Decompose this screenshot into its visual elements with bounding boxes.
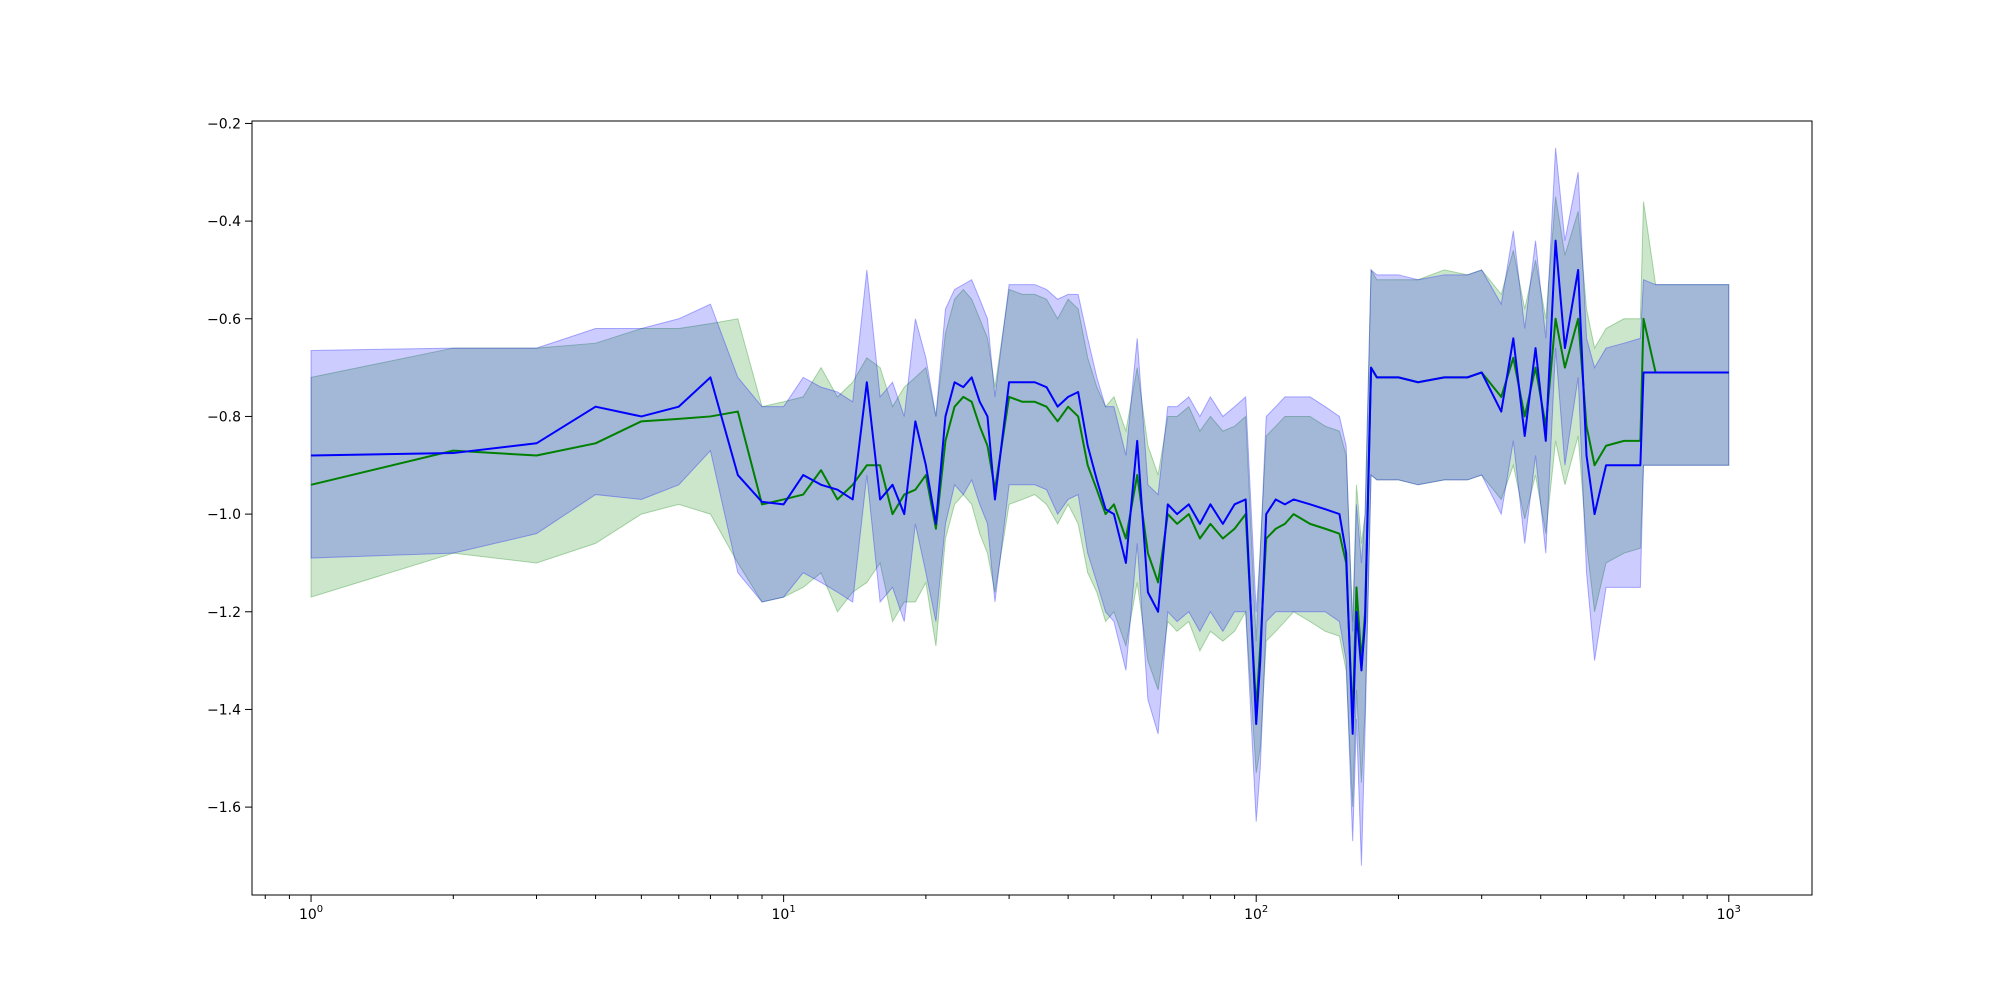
x-tick-label: 102 xyxy=(1244,904,1268,923)
series-1-band xyxy=(310,147,1730,866)
x-tick-label: 103 xyxy=(1717,904,1741,923)
y-tick-label: −0.2 xyxy=(207,116,241,132)
x-tick-label: 101 xyxy=(772,904,796,923)
y-tick-label: −1.4 xyxy=(207,702,241,718)
y-tick-label: −0.6 xyxy=(207,312,241,328)
series-0-band xyxy=(310,196,1730,808)
y-tick-label: −1.0 xyxy=(207,507,241,523)
series-1-line xyxy=(311,239,1729,735)
y-tick-label: −1.6 xyxy=(207,800,241,816)
y-tick-label: −1.2 xyxy=(207,605,241,621)
x-tick-label: 100 xyxy=(299,904,323,923)
series-lines xyxy=(310,239,1729,735)
y-tick-label: −0.8 xyxy=(207,409,241,425)
plot-frame xyxy=(251,120,1813,896)
x-axis: 100 101 102 103 xyxy=(264,895,1741,923)
confidence-bands xyxy=(310,147,1730,866)
y-axis: −0.2 −0.4 −0.6 −0.8 −1.0 −1.2 −1.4 −1.6 xyxy=(207,116,252,816)
y-tick-label: −0.4 xyxy=(207,214,241,230)
